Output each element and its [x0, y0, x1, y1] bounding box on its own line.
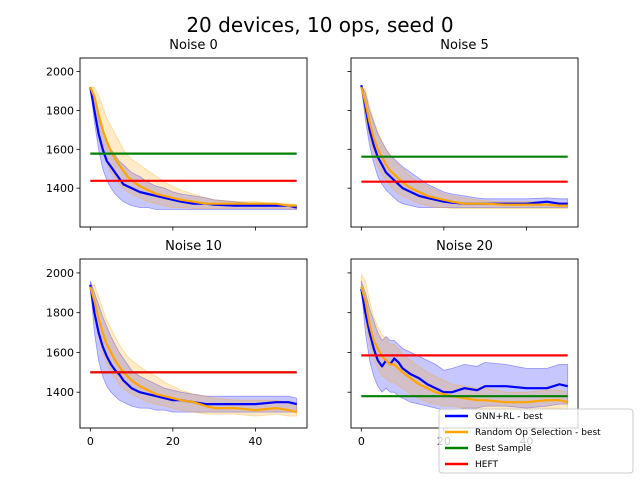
panel-4-line-random [360, 286, 568, 404]
panel-3-line-random [89, 286, 297, 414]
panel-4-title: Noise 20 [436, 239, 493, 254]
panel-1-ytick-label-1800: 1800 [46, 104, 74, 117]
panel-3-plot-area [89, 280, 298, 417]
panel-3-ytick-label-2000: 2000 [46, 267, 74, 280]
panel-3-band-gnn [89, 280, 298, 413]
panel-1-ytick-label-2000: 2000 [46, 66, 74, 79]
panel-2-line-random [360, 86, 568, 207]
panel-2-band-gnn [360, 85, 569, 208]
panel-1-line-gnn [89, 86, 297, 209]
panel-2-plot-area [360, 84, 569, 209]
legend-label-heft: HEFT [475, 460, 498, 470]
panel-3-xtick-label-0: 0 [87, 435, 94, 448]
panel-3-xtick-label-20: 20 [166, 435, 180, 448]
panel-3-band-random [89, 284, 298, 417]
panel-4-line-gnn [360, 288, 568, 394]
panel-1: 1400 1600 1800 2000 Noise 0 [46, 38, 308, 231]
panel-3-xtick-label-40: 40 [248, 435, 262, 448]
panel-3-title: Noise 10 [165, 239, 222, 254]
panel-1-plot-area [89, 86, 298, 210]
panel-3-ytick-label-1400: 1400 [46, 386, 74, 399]
panel-4-plot-area [360, 273, 569, 411]
panel-4-xtick-label-0: 0 [358, 435, 365, 448]
legend: GNN+RL - best Random Op Selection - best… [438, 408, 634, 474]
figure-title: 20 devices, 10 ops, seed 0 [186, 13, 453, 37]
legend-label-random: Random Op Selection - best [475, 428, 601, 438]
legend-label-gnn: GNN+RL - best [475, 412, 543, 422]
panel-1-title: Noise 0 [169, 38, 217, 53]
panel-3-ytick-label-1800: 1800 [46, 307, 74, 320]
panel-4-band-gnn [360, 280, 569, 411]
panel-2: Noise 5 [347, 38, 579, 231]
panel-1-line-random [89, 86, 297, 207]
panel-2-title: Noise 5 [440, 38, 488, 53]
legend-label-best-sample: Best Sample [475, 444, 532, 454]
panel-3-line-gnn [89, 284, 297, 406]
panel-3: 1400 1600 1800 2000 0 20 40 Noise 10 [46, 239, 308, 448]
panel-1-ytick-label-1400: 1400 [46, 182, 74, 195]
panel-1-frame [79, 57, 308, 228]
panel-1-ytick-label-1600: 1600 [46, 143, 74, 156]
legend-frame [438, 408, 634, 474]
panel-3-frame [79, 258, 308, 429]
panel-2-frame [350, 57, 579, 228]
panel-3-ytick-label-1600: 1600 [46, 346, 74, 359]
